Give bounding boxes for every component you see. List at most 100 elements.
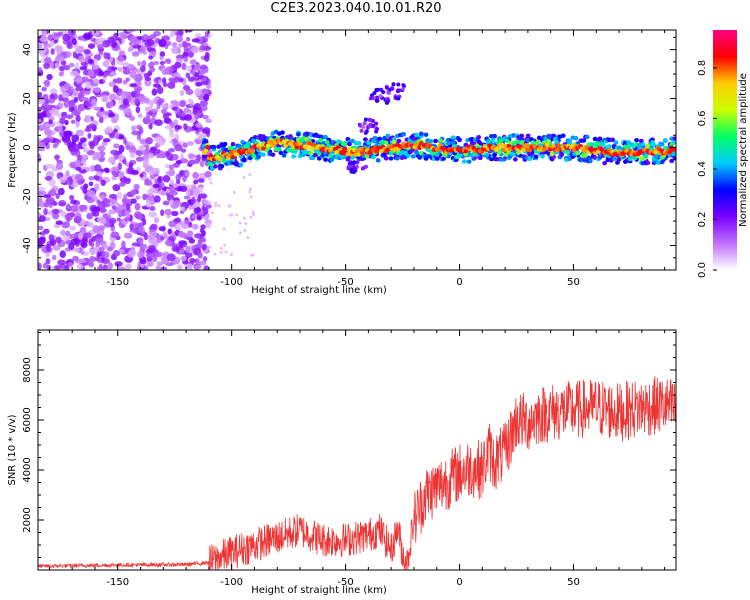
heat-cell [194,139,204,144]
heat-cell [84,128,92,133]
heat-cell [69,70,79,77]
heat-cell [125,111,133,116]
heat-cell [206,84,211,90]
heat-cell [42,30,47,37]
heat-cell [74,173,84,182]
heat-cell [174,133,180,141]
heat-cell [108,112,116,118]
heat-cell [98,70,105,76]
heat-cell [497,150,502,155]
heat-cell [87,190,96,198]
heat-cell [54,62,60,68]
heat-cell [495,146,501,151]
heat-cell [108,93,117,102]
heat-cell [669,158,675,164]
heat-cell [278,150,284,156]
heat-cell [402,150,408,156]
heat-cell [482,144,488,149]
snr-panel: -150 -100 -50 0 50 2000 4000 6000 8000 Height of … [7,329,677,596]
heat-cell [179,206,186,212]
heat-cell [174,76,180,81]
heat-cell [195,122,203,128]
heat-cell [589,142,595,147]
heat-cell [86,198,94,204]
heat-cell [126,94,132,102]
heat-cell [139,243,148,250]
heat-cell [202,114,209,120]
heat-cell [353,166,358,171]
heat-cell [437,138,443,143]
heat-cell [91,206,100,212]
heat-cell [323,134,328,140]
heat-cell [118,153,124,162]
heat-cell [64,264,70,270]
heat-cell [242,176,246,180]
heat-cell [38,236,46,245]
heat-cell [117,162,123,171]
heat-cell [67,261,74,268]
heat-cell [93,134,98,143]
heat-cell [43,207,48,216]
heat-cell [171,41,178,48]
heat-cell [146,256,153,263]
heat-cell [672,151,676,157]
heat-cell [162,200,170,206]
heat-cell [79,65,88,71]
heat-cell [428,139,434,144]
heat-cell [457,137,462,143]
heat-cell [133,183,140,191]
heat-cell [192,223,199,230]
heat-cell [78,204,88,211]
heat-cell [171,46,180,54]
heat-cell [76,263,84,270]
x-tick-label: -100 [220,577,243,588]
heat-cell [651,143,657,148]
heat-cell [450,135,456,140]
heat-cell [137,113,143,119]
heat-cell [457,153,462,158]
heat-cell [375,127,380,132]
heat-cell [69,225,76,231]
heat-cell [498,138,504,143]
heat-cell [61,91,70,99]
heat-cell [326,143,332,149]
heat-cell [400,86,405,91]
heat-cell [203,148,209,153]
heat-cell [181,40,188,48]
heat-cell [126,250,136,258]
heat-cell [219,246,223,250]
heat-cell [368,96,373,101]
heat-cell [602,160,608,166]
heat-cell [48,119,53,125]
heat-cell [605,144,611,150]
heat-cell [44,79,51,88]
heat-cell [47,210,53,216]
heat-cell [171,210,179,217]
heat-cell [202,199,210,205]
heat-cell [131,51,140,57]
heat-cell [130,198,137,204]
heat-cell [164,124,173,130]
heat-cell [119,104,128,109]
heat-cell [86,221,91,227]
heat-cell [49,88,58,94]
heat-cell [638,138,644,144]
heat-cell [134,223,141,229]
heat-cell [248,190,252,194]
heat-cell [189,59,197,65]
heat-cell [101,94,109,103]
heat-cell [442,153,448,158]
heat-cell [38,140,44,149]
heat-cell [44,175,53,181]
heat-cell [108,217,117,225]
heat-cell [55,139,62,144]
y-tick-label: 6000 [22,407,33,432]
heat-cell [560,133,566,138]
heat-cell [52,254,57,261]
heat-cell [414,141,419,147]
heat-cell [187,263,193,270]
heat-cell [59,176,67,184]
heat-cell [567,138,572,144]
heat-cell [504,138,510,143]
heat-cell [205,222,212,229]
